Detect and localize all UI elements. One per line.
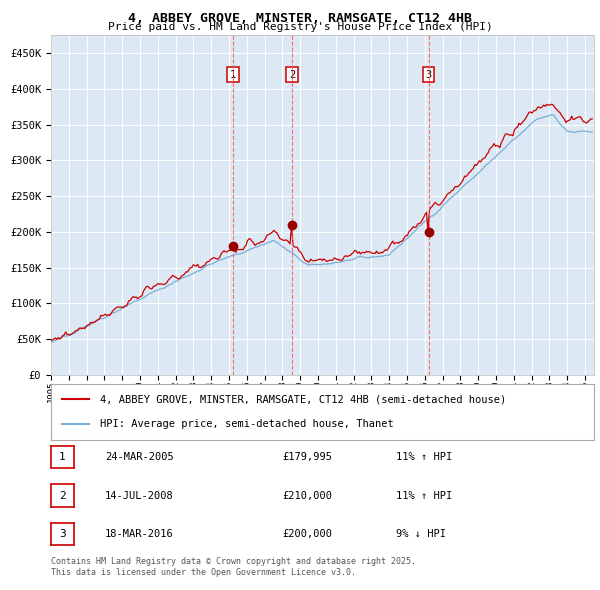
Text: £210,000: £210,000 bbox=[282, 491, 332, 500]
Text: 14-JUL-2008: 14-JUL-2008 bbox=[105, 491, 174, 500]
Text: 2: 2 bbox=[289, 70, 295, 80]
Text: 9% ↓ HPI: 9% ↓ HPI bbox=[396, 529, 446, 539]
Text: HPI: Average price, semi-detached house, Thanet: HPI: Average price, semi-detached house,… bbox=[100, 419, 394, 429]
Text: 1: 1 bbox=[59, 453, 66, 462]
Text: 11% ↑ HPI: 11% ↑ HPI bbox=[396, 453, 452, 462]
Text: 3: 3 bbox=[59, 529, 66, 539]
Text: 1: 1 bbox=[230, 70, 236, 80]
Text: 24-MAR-2005: 24-MAR-2005 bbox=[105, 453, 174, 462]
Text: 2: 2 bbox=[59, 491, 66, 500]
Text: £200,000: £200,000 bbox=[282, 529, 332, 539]
Text: Contains HM Land Registry data © Crown copyright and database right 2025.: Contains HM Land Registry data © Crown c… bbox=[51, 558, 416, 566]
Text: 18-MAR-2016: 18-MAR-2016 bbox=[105, 529, 174, 539]
Text: £179,995: £179,995 bbox=[282, 453, 332, 462]
Text: Price paid vs. HM Land Registry's House Price Index (HPI): Price paid vs. HM Land Registry's House … bbox=[107, 22, 493, 32]
Text: 11% ↑ HPI: 11% ↑ HPI bbox=[396, 491, 452, 500]
Text: 3: 3 bbox=[425, 70, 432, 80]
Text: 4, ABBEY GROVE, MINSTER, RAMSGATE, CT12 4HB (semi-detached house): 4, ABBEY GROVE, MINSTER, RAMSGATE, CT12 … bbox=[100, 394, 506, 404]
Text: 4, ABBEY GROVE, MINSTER, RAMSGATE, CT12 4HB: 4, ABBEY GROVE, MINSTER, RAMSGATE, CT12 … bbox=[128, 12, 472, 25]
Text: This data is licensed under the Open Government Licence v3.0.: This data is licensed under the Open Gov… bbox=[51, 568, 356, 577]
